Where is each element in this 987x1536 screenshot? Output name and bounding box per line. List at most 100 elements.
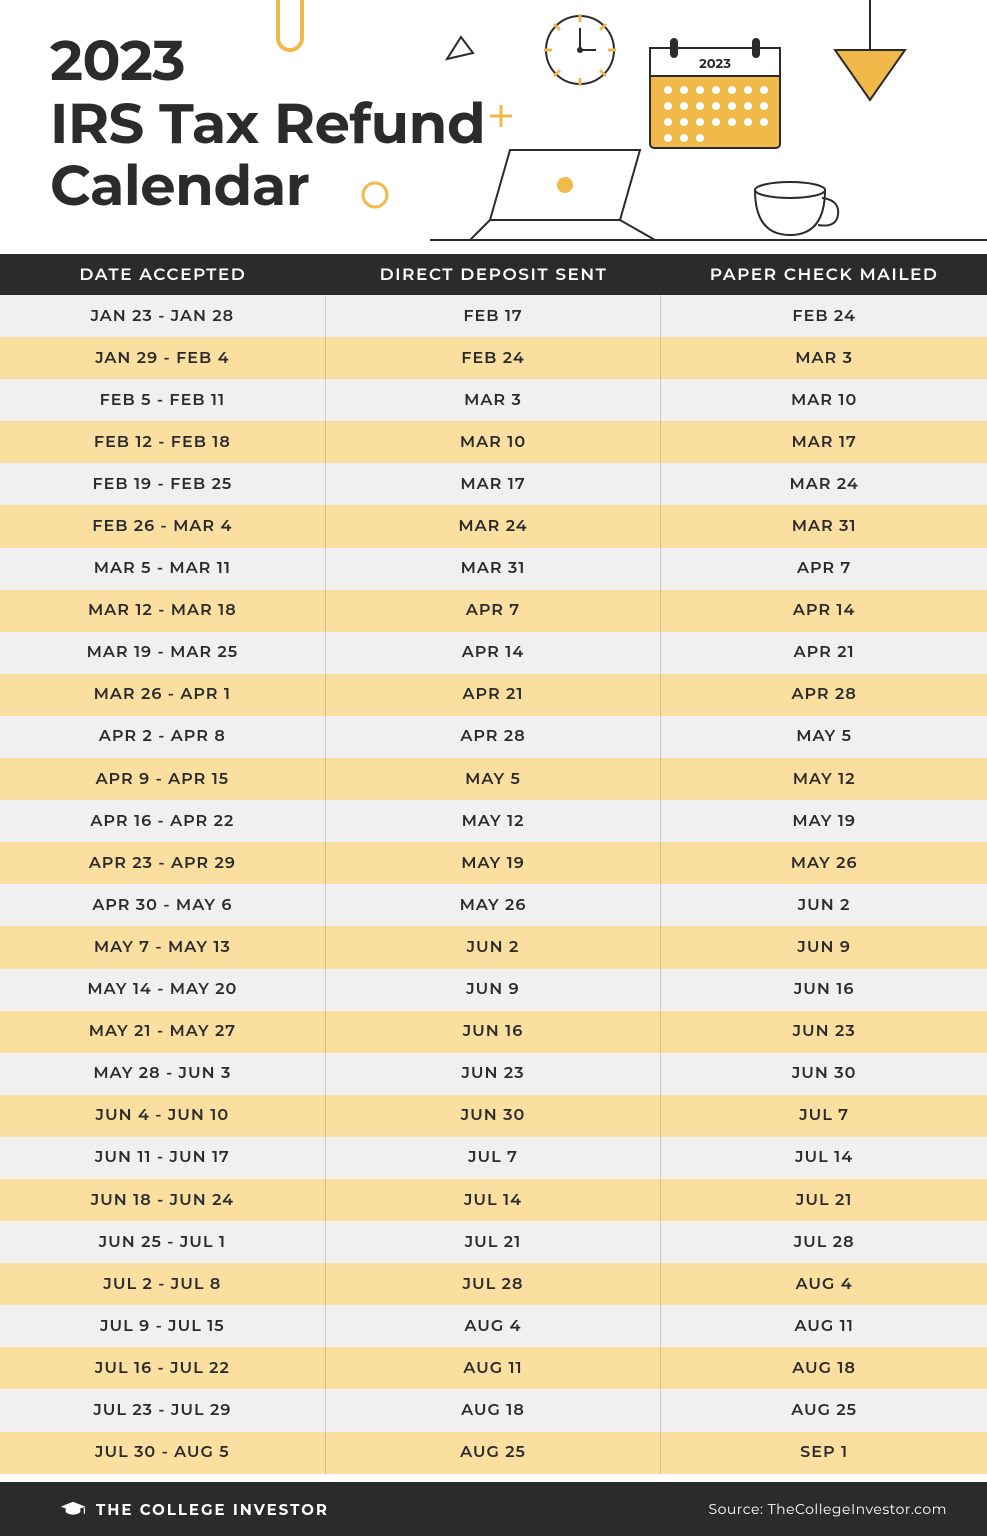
cell-date-accepted: JUN 11 - JUN 17 <box>0 1137 326 1179</box>
cell-date-accepted: JUN 18 - JUN 24 <box>0 1179 326 1221</box>
cell-paper-check: JUL 28 <box>661 1221 987 1263</box>
col-header-date-accepted: DATE ACCEPTED <box>0 265 326 285</box>
refund-table: DATE ACCEPTED DIRECT DEPOSIT SENT PAPER … <box>0 254 987 1474</box>
decor-pill-icon <box>270 0 310 70</box>
cell-date-accepted: APR 23 - APR 29 <box>0 842 326 884</box>
cell-date-accepted: MAY 28 - JUN 3 <box>0 1053 326 1095</box>
cell-direct-deposit: APR 14 <box>326 632 662 674</box>
cell-date-accepted: FEB 26 - MAR 4 <box>0 505 326 547</box>
cell-paper-check: APR 7 <box>661 548 987 590</box>
table-row: FEB 12 - FEB 18MAR 10MAR 17 <box>0 421 987 463</box>
decor-calendar-icon: 2023 <box>640 30 790 165</box>
cell-date-accepted: MAR 19 - MAR 25 <box>0 632 326 674</box>
cell-paper-check: APR 28 <box>661 674 987 716</box>
cell-direct-deposit: APR 21 <box>326 674 662 716</box>
table-row: JUL 9 - JUL 15AUG 4AUG 11 <box>0 1305 987 1347</box>
table-row: FEB 26 - MAR 4MAR 24MAR 31 <box>0 505 987 547</box>
cell-date-accepted: MAY 14 - MAY 20 <box>0 969 326 1011</box>
cell-date-accepted: JAN 29 - FEB 4 <box>0 337 326 379</box>
table-row: JUN 25 - JUL 1JUL 21JUL 28 <box>0 1221 987 1263</box>
decor-clock-icon <box>540 10 620 90</box>
col-header-paper-check: PAPER CHECK MAILED <box>661 265 987 285</box>
cell-paper-check: MAR 24 <box>661 463 987 505</box>
table-row: APR 23 - APR 29MAY 19MAY 26 <box>0 842 987 884</box>
cell-direct-deposit: MAR 10 <box>326 421 662 463</box>
table-row: FEB 19 - FEB 25MAR 17MAR 24 <box>0 463 987 505</box>
cell-date-accepted: JUL 30 - AUG 5 <box>0 1432 326 1474</box>
cell-direct-deposit: MAR 24 <box>326 505 662 547</box>
cell-paper-check: JUL 21 <box>661 1179 987 1221</box>
cell-paper-check: APR 21 <box>661 632 987 674</box>
graduation-cap-icon <box>60 1500 86 1518</box>
cell-date-accepted: JUL 2 - JUL 8 <box>0 1263 326 1305</box>
table-row: JAN 23 - JAN 28FEB 17FEB 24 <box>0 295 987 337</box>
cell-direct-deposit: MAR 31 <box>326 548 662 590</box>
table-row: MAY 28 - JUN 3JUN 23JUN 30 <box>0 1053 987 1095</box>
cell-direct-deposit: FEB 17 <box>326 295 662 337</box>
header-area: 2023 IRS Tax Refund Calendar <box>0 0 987 254</box>
brand-block: THE COLLEGE INVESTOR <box>60 1500 329 1519</box>
cell-date-accepted: MAR 26 - APR 1 <box>0 674 326 716</box>
table-row: APR 16 - APR 22MAY 12MAY 19 <box>0 800 987 842</box>
cell-paper-check: JUN 9 <box>661 926 987 968</box>
decor-circle-icon <box>360 180 390 210</box>
cell-date-accepted: FEB 19 - FEB 25 <box>0 463 326 505</box>
cell-date-accepted: MAY 7 - MAY 13 <box>0 926 326 968</box>
cell-paper-check: JUN 30 <box>661 1053 987 1095</box>
cell-paper-check: JUN 16 <box>661 969 987 1011</box>
table-row: JUN 4 - JUN 10JUN 30JUL 7 <box>0 1095 987 1137</box>
table-header-row: DATE ACCEPTED DIRECT DEPOSIT SENT PAPER … <box>0 254 987 295</box>
table-row: JUL 30 - AUG 5AUG 25SEP 1 <box>0 1432 987 1474</box>
cell-paper-check: APR 14 <box>661 590 987 632</box>
cell-paper-check: AUG 25 <box>661 1389 987 1431</box>
cell-date-accepted: MAR 5 - MAR 11 <box>0 548 326 590</box>
cell-direct-deposit: JUN 9 <box>326 969 662 1011</box>
cell-direct-deposit: JUN 23 <box>326 1053 662 1095</box>
cell-direct-deposit: MAY 5 <box>326 758 662 800</box>
cell-paper-check: MAR 17 <box>661 421 987 463</box>
table-row: JUL 2 - JUL 8JUL 28AUG 4 <box>0 1263 987 1305</box>
cell-paper-check: SEP 1 <box>661 1432 987 1474</box>
cell-date-accepted: APR 2 - APR 8 <box>0 716 326 758</box>
cell-paper-check: JUL 7 <box>661 1095 987 1137</box>
cell-direct-deposit: MAR 17 <box>326 463 662 505</box>
cell-direct-deposit: AUG 4 <box>326 1305 662 1347</box>
cell-paper-check: JUL 14 <box>661 1137 987 1179</box>
table-row: JUN 11 - JUN 17JUL 7JUL 14 <box>0 1137 987 1179</box>
cell-date-accepted: FEB 5 - FEB 11 <box>0 379 326 421</box>
decor-lamp-icon <box>815 0 925 120</box>
cell-date-accepted: JUN 4 - JUN 10 <box>0 1095 326 1137</box>
cell-direct-deposit: JUL 7 <box>326 1137 662 1179</box>
cell-paper-check: AUG 18 <box>661 1347 987 1389</box>
cell-direct-deposit: MAY 19 <box>326 842 662 884</box>
table-row: MAR 19 - MAR 25APR 14APR 21 <box>0 632 987 674</box>
cell-direct-deposit: MAR 3 <box>326 379 662 421</box>
cell-direct-deposit: JUL 21 <box>326 1221 662 1263</box>
table-row: FEB 5 - FEB 11MAR 3MAR 10 <box>0 379 987 421</box>
table-row: JUL 16 - JUL 22AUG 11AUG 18 <box>0 1347 987 1389</box>
table-body: JAN 23 - JAN 28FEB 17FEB 24JAN 29 - FEB … <box>0 295 987 1474</box>
cell-paper-check: MAY 5 <box>661 716 987 758</box>
cell-direct-deposit: JUN 16 <box>326 1011 662 1053</box>
cell-direct-deposit: JUN 30 <box>326 1095 662 1137</box>
cell-date-accepted: JUL 23 - JUL 29 <box>0 1389 326 1431</box>
cell-paper-check: MAY 26 <box>661 842 987 884</box>
table-row: APR 2 - APR 8APR 28MAY 5 <box>0 716 987 758</box>
cell-paper-check: FEB 24 <box>661 295 987 337</box>
cell-date-accepted: JUL 9 - JUL 15 <box>0 1305 326 1347</box>
cell-direct-deposit: AUG 25 <box>326 1432 662 1474</box>
decor-plus-icon <box>490 105 512 127</box>
cell-date-accepted: APR 16 - APR 22 <box>0 800 326 842</box>
cell-paper-check: MAR 3 <box>661 337 987 379</box>
cell-date-accepted: APR 9 - APR 15 <box>0 758 326 800</box>
cell-direct-deposit: JUL 28 <box>326 1263 662 1305</box>
table-row: APR 30 - MAY 6MAY 26JUN 2 <box>0 884 987 926</box>
cell-date-accepted: FEB 12 - FEB 18 <box>0 421 326 463</box>
footer-bar: THE COLLEGE INVESTOR Source: TheCollegeI… <box>0 1482 987 1536</box>
cell-paper-check: MAR 10 <box>661 379 987 421</box>
cell-paper-check: AUG 4 <box>661 1263 987 1305</box>
table-row: MAY 21 - MAY 27JUN 16JUN 23 <box>0 1011 987 1053</box>
table-row: MAR 12 - MAR 18APR 7APR 14 <box>0 590 987 632</box>
cell-date-accepted: JUL 16 - JUL 22 <box>0 1347 326 1389</box>
source-text: Source: TheCollegeInvestor.com <box>709 1500 948 1518</box>
